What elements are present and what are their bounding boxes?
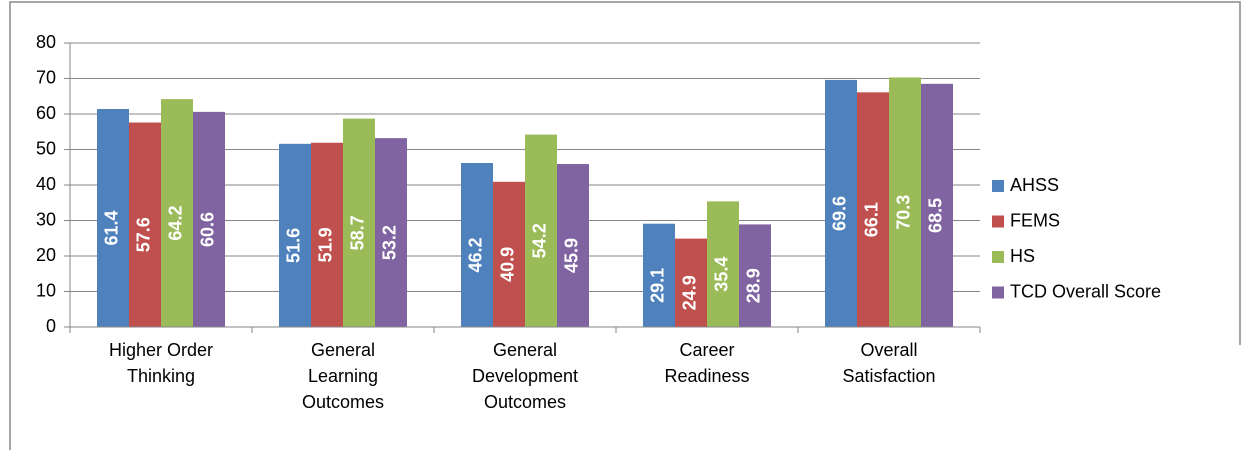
value-label: 57.6	[134, 217, 154, 252]
value-label: 70.3	[894, 195, 914, 230]
legend-label: AHSS	[1010, 175, 1059, 195]
value-label: 60.6	[198, 212, 218, 247]
y-tick-label: 70	[36, 67, 56, 87]
bar	[557, 164, 589, 327]
value-label: 69.6	[830, 196, 850, 231]
legend-label: FEMS	[1010, 210, 1060, 230]
value-label: 24.9	[680, 275, 700, 310]
bar	[343, 118, 375, 328]
x-tick-label: Career Readiness	[664, 340, 750, 386]
value-label: 46.2	[466, 237, 486, 272]
bar	[279, 143, 311, 327]
bar	[493, 181, 525, 327]
value-label: 54.2	[530, 223, 550, 258]
bar	[643, 223, 675, 327]
legend-swatch	[992, 180, 1004, 192]
y-tick-label: 20	[36, 245, 56, 265]
value-label: 51.9	[316, 227, 336, 262]
bar	[97, 109, 129, 327]
bar	[739, 224, 771, 327]
y-tick-label: 60	[36, 103, 56, 123]
value-label: 35.4	[712, 257, 732, 292]
bar	[311, 142, 343, 327]
bar	[857, 92, 889, 327]
value-label: 29.1	[648, 268, 668, 303]
y-tick-label: 50	[36, 138, 56, 158]
bar	[161, 99, 193, 327]
value-label: 51.6	[284, 228, 304, 263]
value-label: 66.1	[862, 202, 882, 237]
legend-label: HS	[1010, 246, 1035, 266]
y-tick-label: 30	[36, 209, 56, 229]
bar	[921, 83, 953, 327]
x-tick-label: General Learning Outcomes	[301, 340, 385, 412]
x-tick-label: Overall Satisfaction	[842, 340, 936, 386]
y-tick-label: 10	[36, 280, 56, 300]
bar	[525, 134, 557, 327]
legend-swatch	[992, 251, 1004, 263]
value-label: 45.9	[562, 238, 582, 273]
value-label: 28.9	[744, 268, 764, 303]
bar	[675, 238, 707, 327]
value-label: 68.5	[926, 198, 946, 233]
legend-label: TCD Overall Score	[1010, 281, 1161, 301]
bar	[889, 77, 921, 327]
bar	[375, 138, 407, 327]
value-label: 40.9	[498, 247, 518, 282]
x-tick-label: General Development Outcomes	[471, 340, 579, 412]
bar	[707, 201, 739, 327]
y-tick-label: 80	[36, 32, 56, 52]
chart-frame	[9, 1, 1241, 450]
bar	[193, 111, 225, 328]
legend-swatch	[992, 215, 1004, 228]
bar	[129, 122, 161, 328]
value-label: 64.2	[166, 206, 186, 241]
value-label: 61.4	[102, 210, 122, 245]
y-tick-label: 0	[46, 316, 56, 336]
bar	[461, 162, 493, 327]
legend-swatch	[992, 286, 1004, 299]
value-label: 53.2	[380, 225, 400, 260]
y-tick-label: 40	[36, 174, 56, 194]
x-tick-label: Higher Order Thinking	[108, 340, 214, 386]
value-label: 58.7	[348, 215, 368, 250]
bar	[825, 79, 857, 327]
